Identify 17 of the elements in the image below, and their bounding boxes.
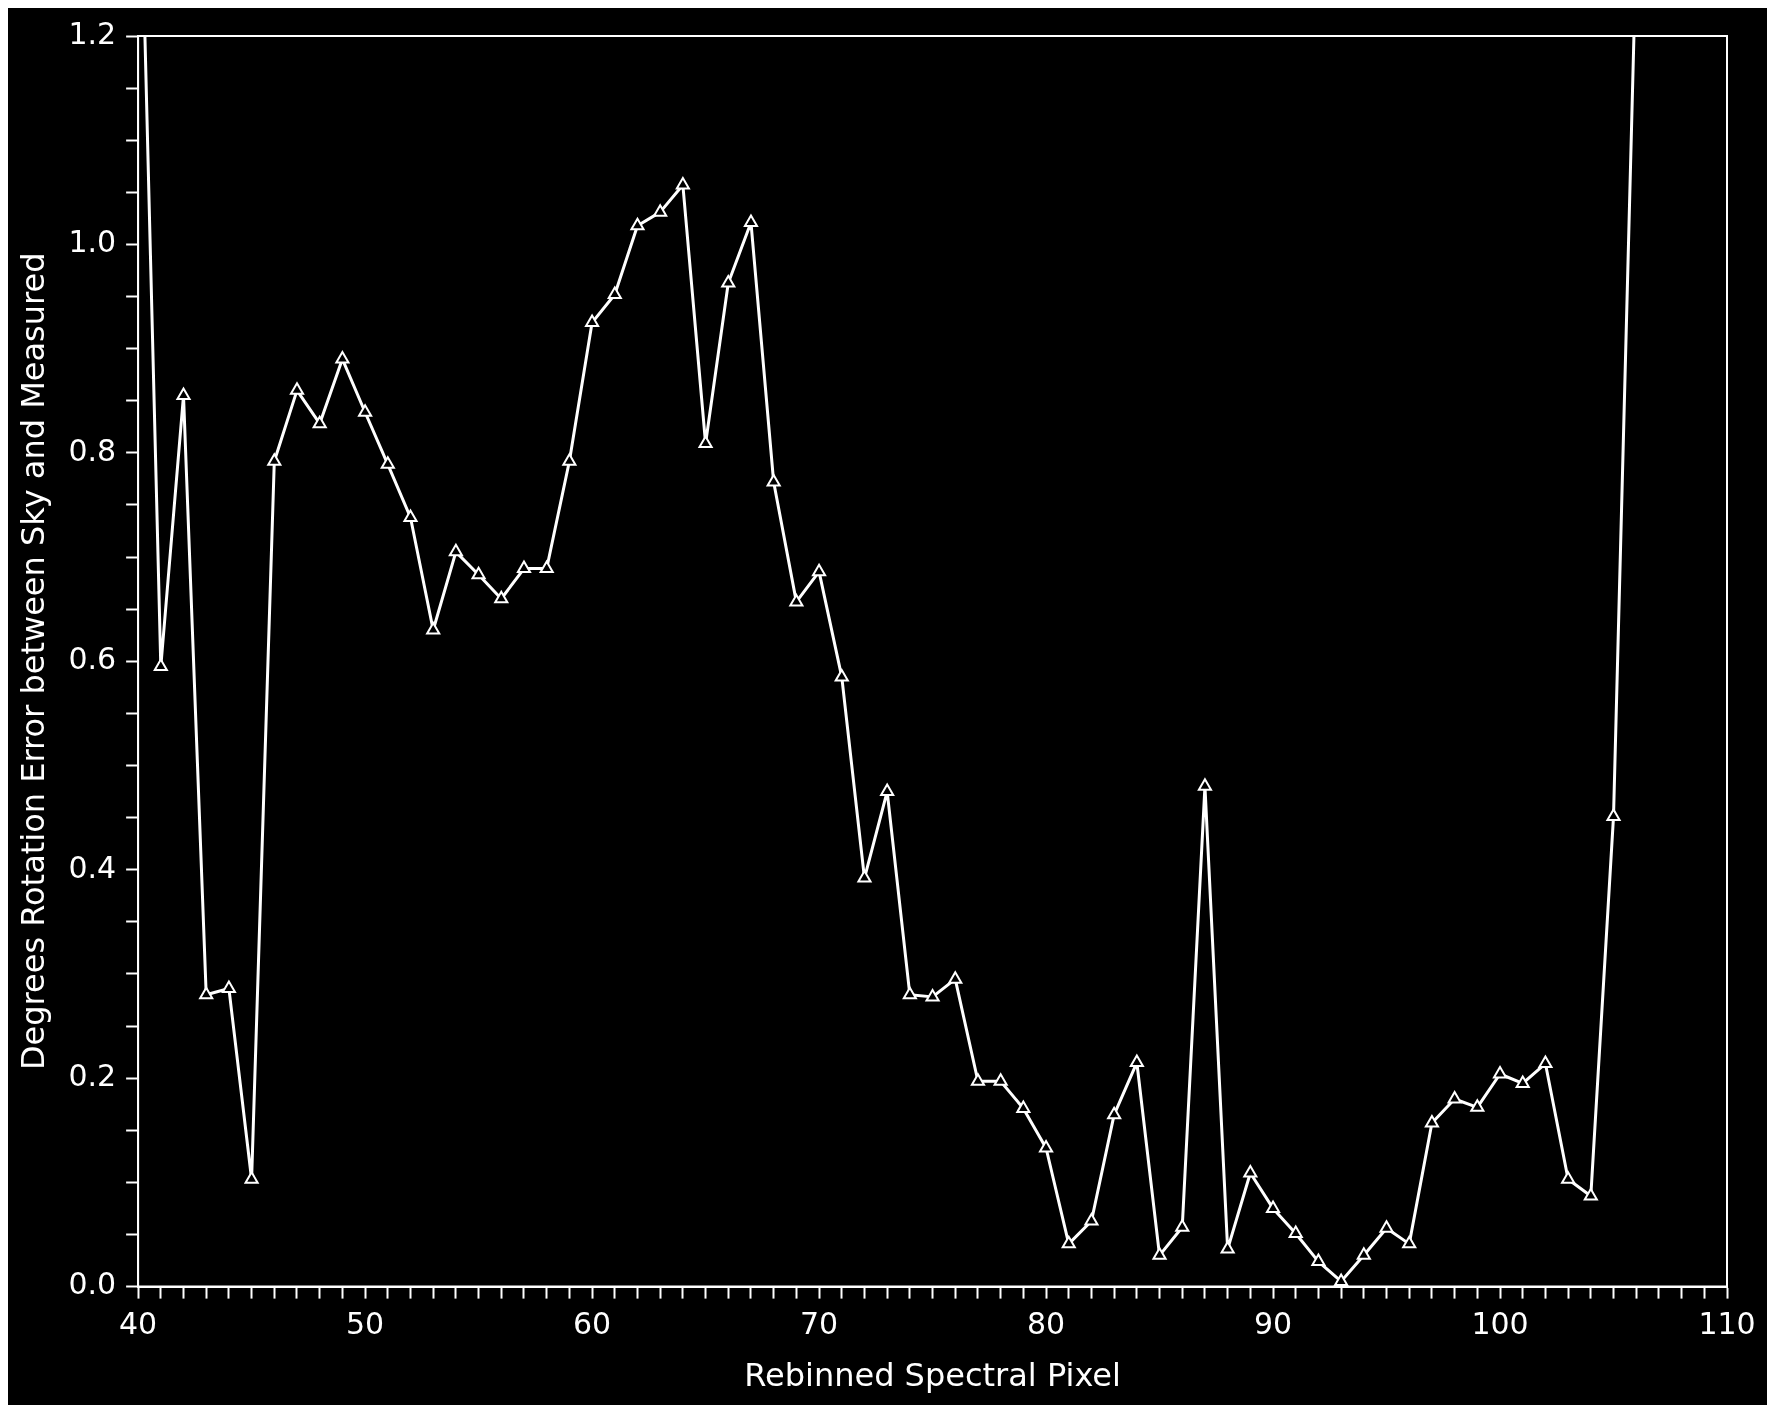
x-tick-label: 60 [572, 1306, 612, 1342]
y-tick-label: 0.8 [68, 432, 117, 468]
x-tick-label: 110 [1698, 1306, 1756, 1342]
y-tick-label: 0.2 [68, 1057, 117, 1093]
x-tick-label: 80 [1026, 1306, 1066, 1342]
x-axis-title: Rebinned Spectral Pixel [744, 1356, 1121, 1395]
x-tick-label: 90 [1253, 1306, 1293, 1342]
x-tick-label: 50 [346, 1306, 385, 1342]
y-tick-label: 0.0 [68, 1266, 117, 1302]
x-tick-label: 100 [1471, 1306, 1529, 1342]
x-tick-label: 70 [799, 1306, 839, 1342]
y-tick-label: 1.0 [68, 224, 117, 260]
y-tick-label: 1.2 [68, 15, 117, 51]
y-tick-label: 0.6 [68, 641, 117, 677]
y-axis-title: Degrees Rotation Error between Sky and Measured [13, 252, 52, 1071]
x-tick-label: 40 [119, 1306, 158, 1342]
y-tick-label: 0.4 [68, 849, 117, 885]
